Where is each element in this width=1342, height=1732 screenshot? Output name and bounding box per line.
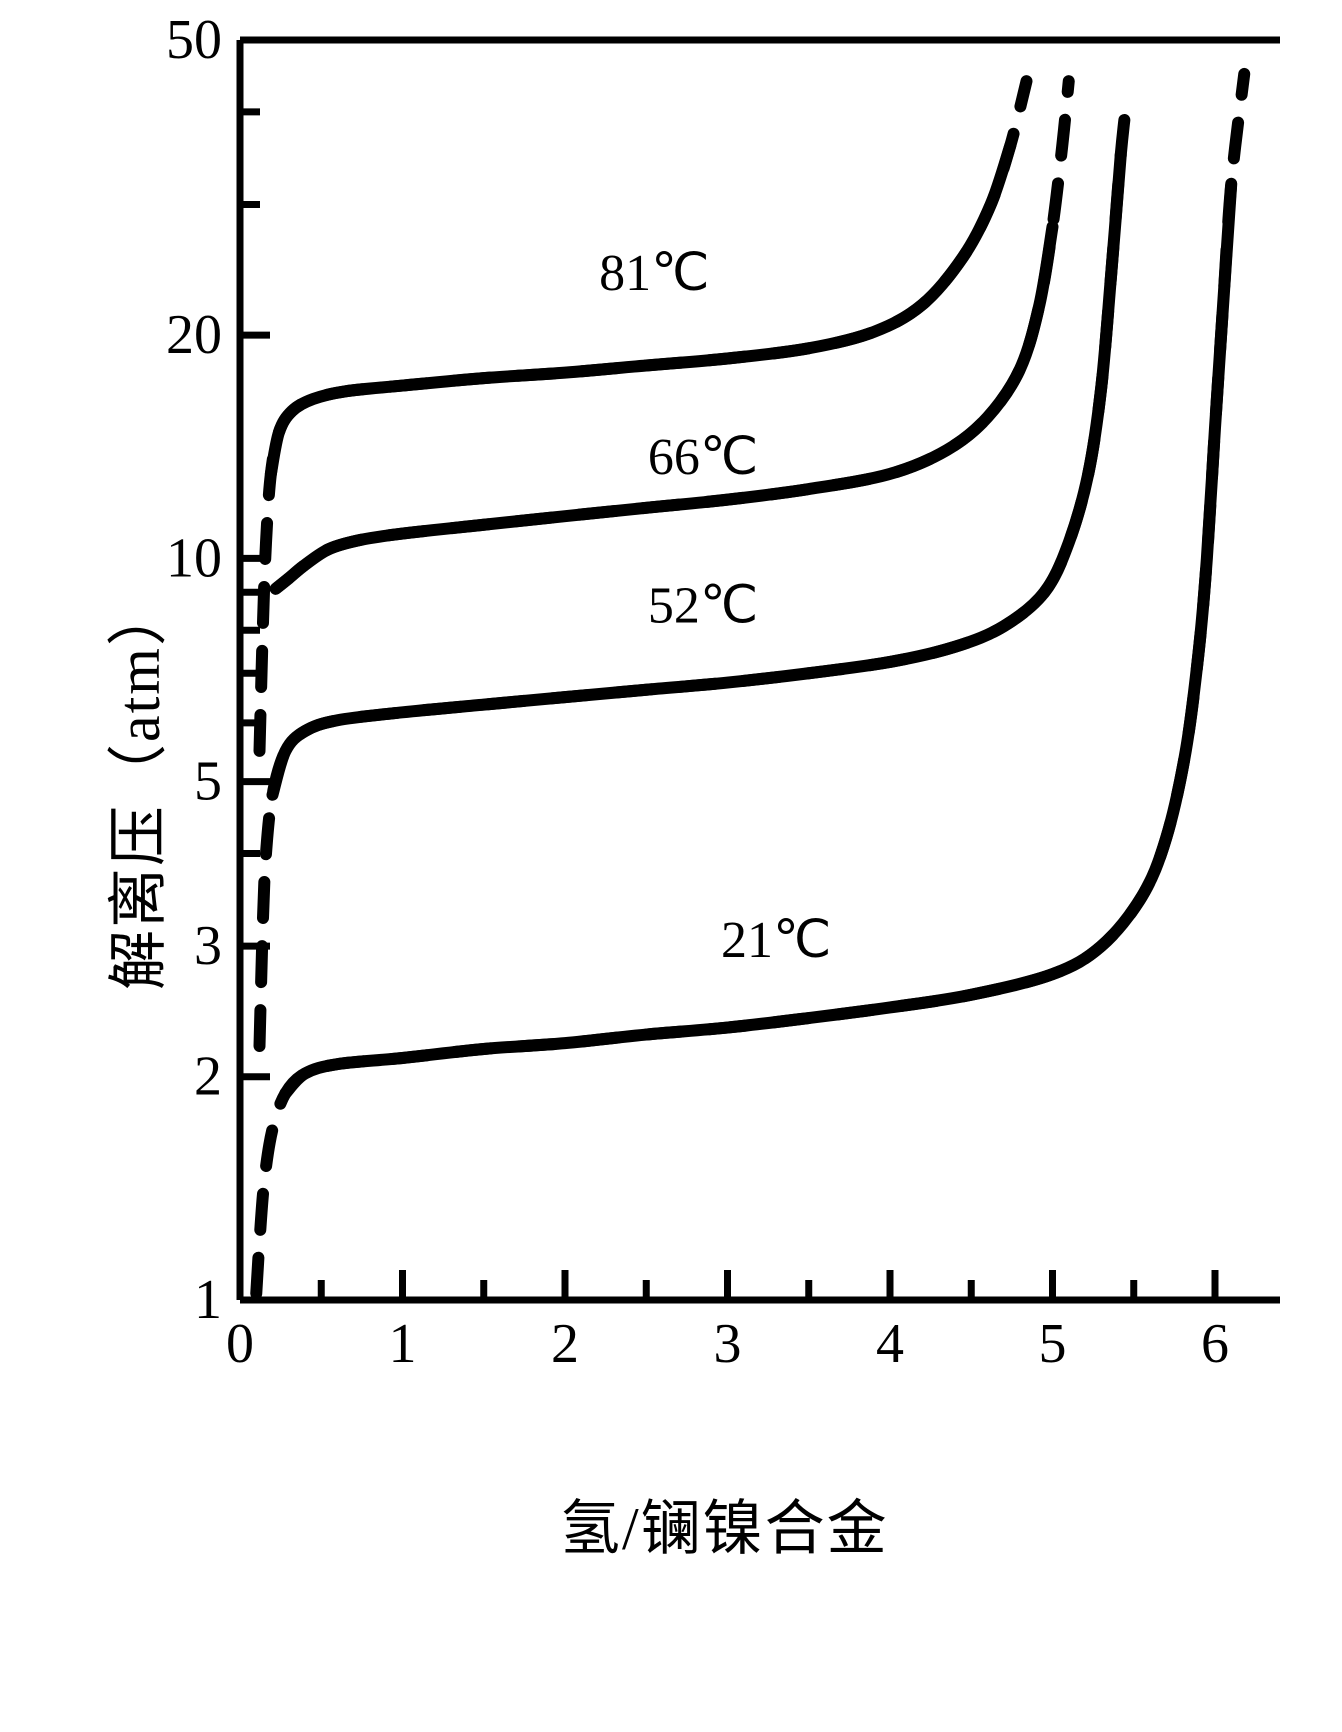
curve-81c-dashed [260,81,1027,751]
series-label: 66℃ [648,429,758,486]
curve-52c-dashed [260,96,1128,1046]
x-tick-label: 1 [389,1313,417,1375]
y-tick-label: 1 [194,1269,222,1331]
y-tick-label: 20 [166,304,222,366]
x-tick-label: 2 [551,1313,579,1375]
y-tick-label: 5 [194,751,222,813]
y-tick-label: 3 [194,915,222,977]
chart-canvas: 0123456123510205081℃66℃52℃21℃ 解离压（atm） 氢… [0,0,1342,1732]
series-label: 81℃ [599,245,709,302]
x-tick-label: 5 [1039,1313,1067,1375]
y-axis-label: 解离压（atm） [90,584,177,990]
x-tick-label: 4 [876,1313,904,1375]
x-tick-label: 3 [714,1313,742,1375]
curve-81c-solid [271,146,1010,474]
y-tick-label: 2 [194,1046,222,1108]
x-axis-label: 氢/镧镍合金 [560,1480,889,1567]
x-tick-label: 6 [1201,1313,1229,1375]
curve-66c-dashed [276,81,1069,589]
y-tick-label: 50 [166,9,222,71]
x-tick-label: 0 [226,1313,254,1375]
series-label: 52℃ [648,577,758,634]
y-tick-label: 10 [166,527,222,589]
series-label: 21℃ [721,912,831,969]
chart-svg: 0123456123510205081℃66℃52℃21℃ [0,0,1342,1732]
